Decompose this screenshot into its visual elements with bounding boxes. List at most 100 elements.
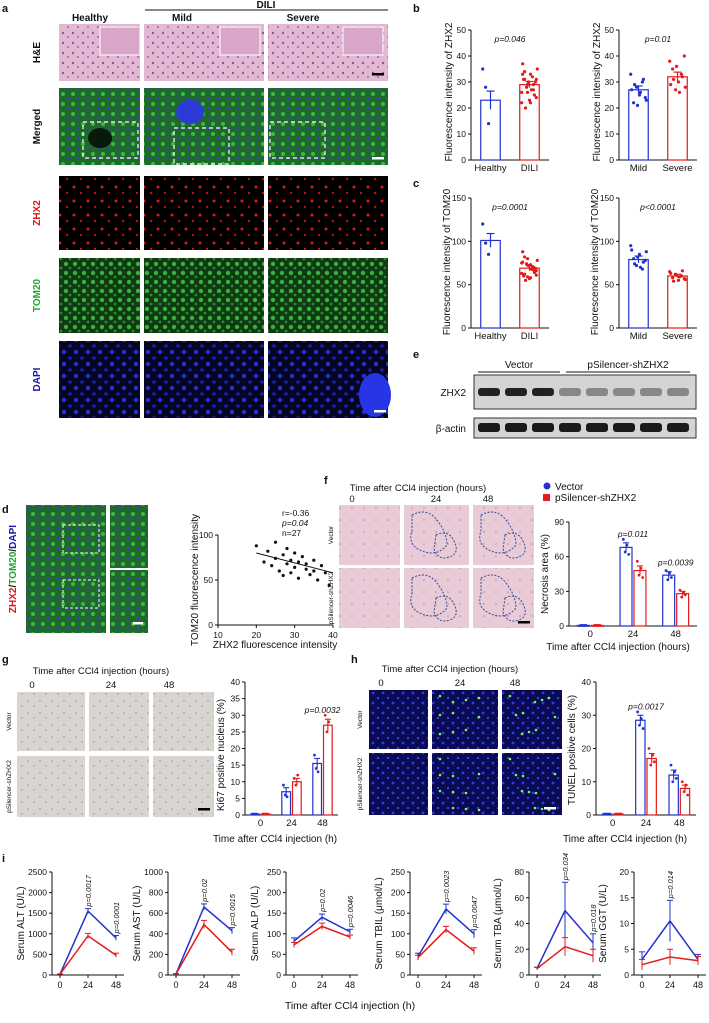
scatter-point [270, 564, 274, 568]
chart-f-point [680, 595, 684, 599]
chart-h-y-tick-label: 0 [586, 810, 591, 820]
micrograph-zhx2 [268, 176, 388, 250]
chart-h-category-label: 48 [674, 818, 685, 829]
scatter-point [304, 562, 308, 566]
chart-b1-category-label: DILI [521, 163, 538, 174]
actin-band [478, 423, 500, 432]
histology-image [339, 568, 400, 628]
tunel-positive-cell [438, 757, 442, 761]
scatter-point [281, 553, 285, 557]
chart-g-bar [322, 724, 333, 816]
micrograph-tom20 [268, 258, 388, 333]
chart-g-y-tick-label: 5 [235, 793, 240, 803]
chart-i5-p-value: p=0.034 [561, 853, 570, 881]
scatter-x-axis-label: ZHX2 fluorescence intensity [213, 640, 338, 651]
chart-f-p-value: p=0.011 [617, 529, 649, 539]
chart-b2-point [638, 90, 643, 94]
necrosis-outline [502, 595, 526, 622]
actin-band [505, 423, 527, 432]
chart-i4-y-tick-label: 250 [391, 867, 405, 877]
chart-b1-point [534, 96, 538, 100]
chart-b2-point [633, 83, 637, 87]
ihc-image [89, 756, 149, 817]
chart-h-point [649, 763, 653, 767]
chart-h-point [636, 710, 640, 714]
chart-f-y-tick-label: 30 [555, 586, 565, 596]
chart-i1-y-tick-label: 1500 [28, 908, 47, 918]
chart-h-point [652, 760, 656, 764]
chart-h-point [671, 780, 675, 784]
chart-i4-x-tick-label: 48 [469, 980, 479, 990]
chart-f-point [637, 573, 641, 577]
chart-i1-x-tick-label: 48 [111, 980, 121, 990]
scatter-point [323, 571, 327, 575]
chart-b1-p-value: p=0.046 [494, 34, 526, 44]
time-label: 48 [164, 680, 175, 691]
panel-e-letter: e [413, 349, 419, 361]
tunel-image [502, 753, 562, 815]
chart-h-point [619, 812, 623, 816]
chart-b1-point [532, 93, 536, 97]
chart-b2-point [668, 59, 672, 63]
chart-i4-p-value: p=0.0023 [442, 870, 451, 903]
dili-group-label: DILI [257, 0, 276, 11]
chart-i1-y-tick-label: 1000 [28, 929, 47, 939]
chart-c2-y-tick-label: 50 [605, 280, 615, 290]
chart-h-bar [635, 719, 646, 816]
chart-c1-point [521, 250, 525, 254]
panel-f-time-title: Time after CCl4 injection (hours) [350, 483, 486, 494]
chart-c1-category-label: Healthy [474, 331, 506, 342]
chart-b1-point [521, 62, 525, 66]
chart-i3-y-tick-label: 50 [272, 949, 282, 959]
chart-c2-point [632, 257, 636, 261]
tunel-positive-cell [451, 730, 455, 734]
chart-h-y-tick-label: 40 [582, 677, 592, 687]
stain-label: ZHX2/TOM20/DAPI [8, 525, 19, 613]
row-label: H&E [32, 42, 43, 63]
chart-b1-point [528, 101, 533, 105]
tunel-positive-cell [451, 790, 455, 794]
chart-h-point [608, 812, 612, 816]
chart-i6-x-tick-label: 24 [665, 980, 675, 990]
chart-i2-series-line [175, 923, 233, 975]
chart-i1-x-tick-label: 0 [57, 980, 62, 990]
actin-blot [473, 417, 697, 439]
chart-b2-point [669, 83, 673, 87]
chart-g-point [285, 795, 289, 799]
tunel-positive-cell [534, 728, 538, 732]
micrograph-zhx2 [59, 176, 140, 250]
chart-i6-y-tick-label: 0 [624, 970, 629, 980]
chart-i5-y-tick-label: 40 [515, 919, 525, 929]
chart-h-point [680, 780, 684, 784]
chart-c1-y-tick-label: 50 [457, 280, 467, 290]
chart-g-point [283, 793, 287, 797]
histology-image [473, 568, 534, 628]
chart-f-point [627, 552, 631, 556]
chart-b1-point [481, 67, 485, 71]
time-label: 0 [29, 680, 34, 691]
chart-b2-y-axis-label: Fluorescence intensity of ZHX2 [592, 22, 603, 161]
chart-i6-y-tick-label: 15 [620, 893, 630, 903]
dapi-cluster [176, 100, 204, 124]
chart-i6-y-tick-label: 10 [620, 919, 630, 929]
zoom-box [82, 121, 139, 159]
scatter-y-tick-label: 0 [208, 620, 213, 630]
chart-f-point [584, 624, 588, 627]
scale-bar [518, 621, 530, 624]
tunel-positive-cell [464, 791, 468, 795]
chart-f-bar [662, 574, 676, 627]
ihc-image [153, 692, 214, 751]
chart-i2-y-tick-label: 200 [149, 949, 163, 959]
scatter-x-tick-label: 10 [213, 630, 223, 640]
scale-bar [198, 808, 210, 811]
chart-i5-x-tick-label: 0 [534, 980, 539, 990]
chart-c1-point [522, 274, 526, 278]
panel-c-letter: c [413, 178, 419, 190]
chart-c1-point [484, 241, 488, 245]
chart-b1-point [520, 101, 524, 105]
chart-b1-point [521, 72, 525, 76]
chart-b2-point [682, 54, 686, 58]
actin-band [613, 423, 635, 432]
panel-b: b 0 10 20 30 40 50 Healthy DILI p=0.046 Fluorescen… [413, 3, 697, 174]
